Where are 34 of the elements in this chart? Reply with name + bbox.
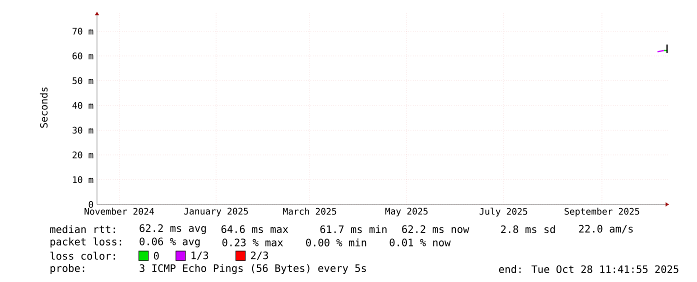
x-tick-label: March 2025 (283, 208, 336, 215)
y-tick-label: 50 m (72, 77, 94, 84)
x-tick-label: July 2025 (480, 208, 528, 216)
y-tick-label: 20 m (72, 151, 94, 158)
text: 61.7 ms min (320, 225, 387, 233)
text: 64.6 ms max (221, 225, 288, 233)
text: 62.2 ms avg (140, 224, 206, 234)
y-tick-label: 60 m (72, 52, 94, 60)
y-axis-title: Seconds (40, 87, 48, 128)
text: median rtt: (50, 225, 115, 233)
text: end: Tue Oct 28 11:41:55 2025 (499, 264, 678, 273)
y-tick-label: 10 m (73, 176, 94, 183)
y-tick-label: 0 (88, 200, 94, 208)
text: probe: (50, 264, 84, 274)
legend-label: 1/3 (192, 251, 208, 260)
y-tick-label: 70 m (72, 28, 94, 34)
legend-label: 0 (154, 252, 159, 260)
x-tick-label: January 2025 (184, 208, 248, 216)
text: loss color: (50, 252, 115, 260)
x-tick-label: May 2025 (385, 208, 428, 216)
text: 3 ICMP Echo Pings (56 Bytes) every 5s (140, 264, 366, 274)
x-tick-label: September 2025 (564, 208, 640, 216)
text: packet loss: (50, 237, 122, 248)
text: 0.06 % avg (140, 237, 200, 248)
text: 0.01 % now (390, 238, 451, 246)
text: 62.2 ms now (402, 225, 470, 233)
y-tick-label: 40 m (72, 102, 94, 109)
text: 22.0 am/s (579, 224, 633, 234)
x-tick-label: November 2024 (84, 208, 154, 215)
text: 0.23 % max (222, 238, 283, 246)
text: 0.00 % min (306, 238, 366, 246)
y-tick-label: 30 m (72, 126, 94, 134)
legend-label: 2/3 (251, 251, 268, 260)
text: 2.8 ms sd (501, 225, 555, 233)
